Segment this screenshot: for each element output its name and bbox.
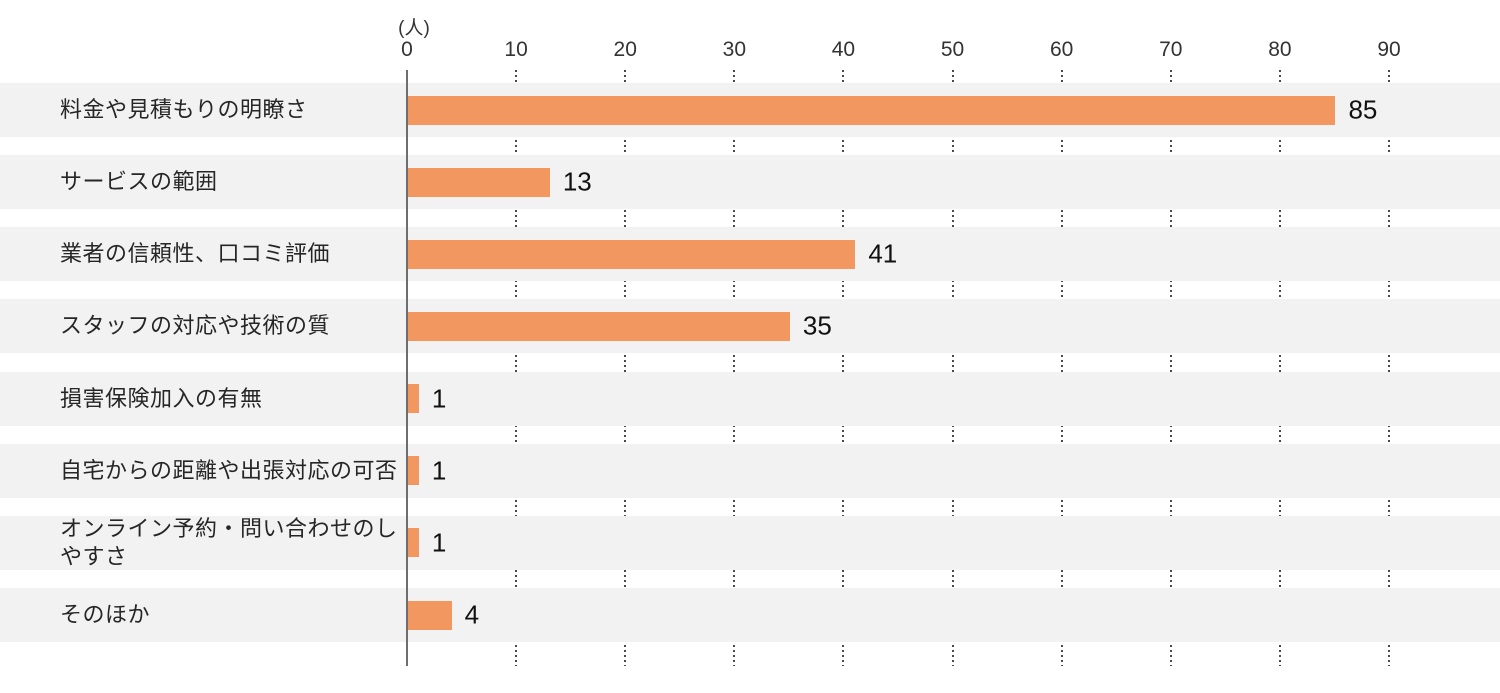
- axis-unit-label: (人): [398, 18, 430, 39]
- bar: [408, 456, 419, 486]
- gridline: [1388, 70, 1390, 666]
- y-axis-line: [406, 70, 408, 666]
- x-tick-label: 70: [1159, 38, 1183, 61]
- gridline: [1169, 70, 1172, 666]
- gridline: [1060, 70, 1063, 666]
- category-label: サービスの範囲: [60, 169, 218, 195]
- category-label: 損害保険加入の有無: [60, 385, 263, 411]
- x-tick-label: 30: [722, 38, 747, 61]
- value-label: 41: [868, 238, 898, 269]
- x-tick-label: 10: [504, 38, 528, 61]
- gridline: [515, 70, 518, 666]
- gridline: [624, 70, 627, 666]
- chart-row: そのほか: [0, 588, 1500, 643]
- value-label: 1: [431, 383, 447, 414]
- value-label: 85: [1348, 94, 1378, 125]
- category-label: 料金や見積もりの明瞭さ: [60, 97, 308, 122]
- bar: [408, 167, 550, 197]
- category-label: 業者の信頼性、口コミ評価: [60, 241, 331, 267]
- value-label: 1: [431, 527, 447, 558]
- bar: [408, 384, 419, 414]
- chart-row: 業者の信頼性、口コミ評価: [0, 227, 1500, 282]
- x-tick-label: 20: [613, 38, 637, 61]
- bar: [408, 528, 419, 558]
- category-label: 自宅からの距離や出張対応の可否: [60, 457, 398, 483]
- bar: [408, 311, 790, 341]
- x-tick-label: 60: [1049, 38, 1074, 61]
- gridline: [842, 70, 845, 666]
- x-tick-label: 0: [401, 38, 413, 61]
- value-label: 13: [562, 166, 592, 197]
- x-tick-label: 80: [1268, 38, 1292, 61]
- chart-row: サービスの範囲: [0, 155, 1500, 210]
- bar: [408, 600, 452, 630]
- value-label: 35: [802, 310, 832, 341]
- x-tick-label: 40: [831, 38, 856, 61]
- x-tick-label: 50: [940, 38, 965, 61]
- category-label: オンライン予約・問い合わせのしやすさ: [60, 515, 398, 569]
- bar: [408, 95, 1336, 125]
- gridline: [951, 70, 954, 666]
- category-label: スタッフの対応や技術の質: [60, 313, 331, 339]
- gridline: [1278, 70, 1281, 666]
- chart-row: 自宅からの距離や出張対応の可否: [0, 443, 1500, 498]
- x-tick-label: 90: [1377, 38, 1401, 61]
- value-label: 4: [464, 599, 480, 630]
- bar: [408, 239, 856, 269]
- value-label: 1: [431, 455, 447, 486]
- chart-row: 損害保険加入の有無: [0, 371, 1500, 426]
- chart-row: オンライン予約・問い合わせのしやすさ: [0, 515, 1500, 570]
- gridline: [733, 70, 736, 666]
- category-label: そのほか: [60, 602, 151, 628]
